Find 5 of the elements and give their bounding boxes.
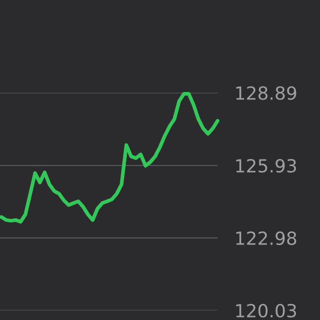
- y-tick-label: 122.98: [236, 231, 296, 246]
- line-series: [0, 92, 220, 224]
- y-tick-label: 125.93: [236, 158, 296, 173]
- y-tick-label: 120.03: [236, 304, 296, 318]
- y-tick-label: 128.89: [236, 86, 296, 100]
